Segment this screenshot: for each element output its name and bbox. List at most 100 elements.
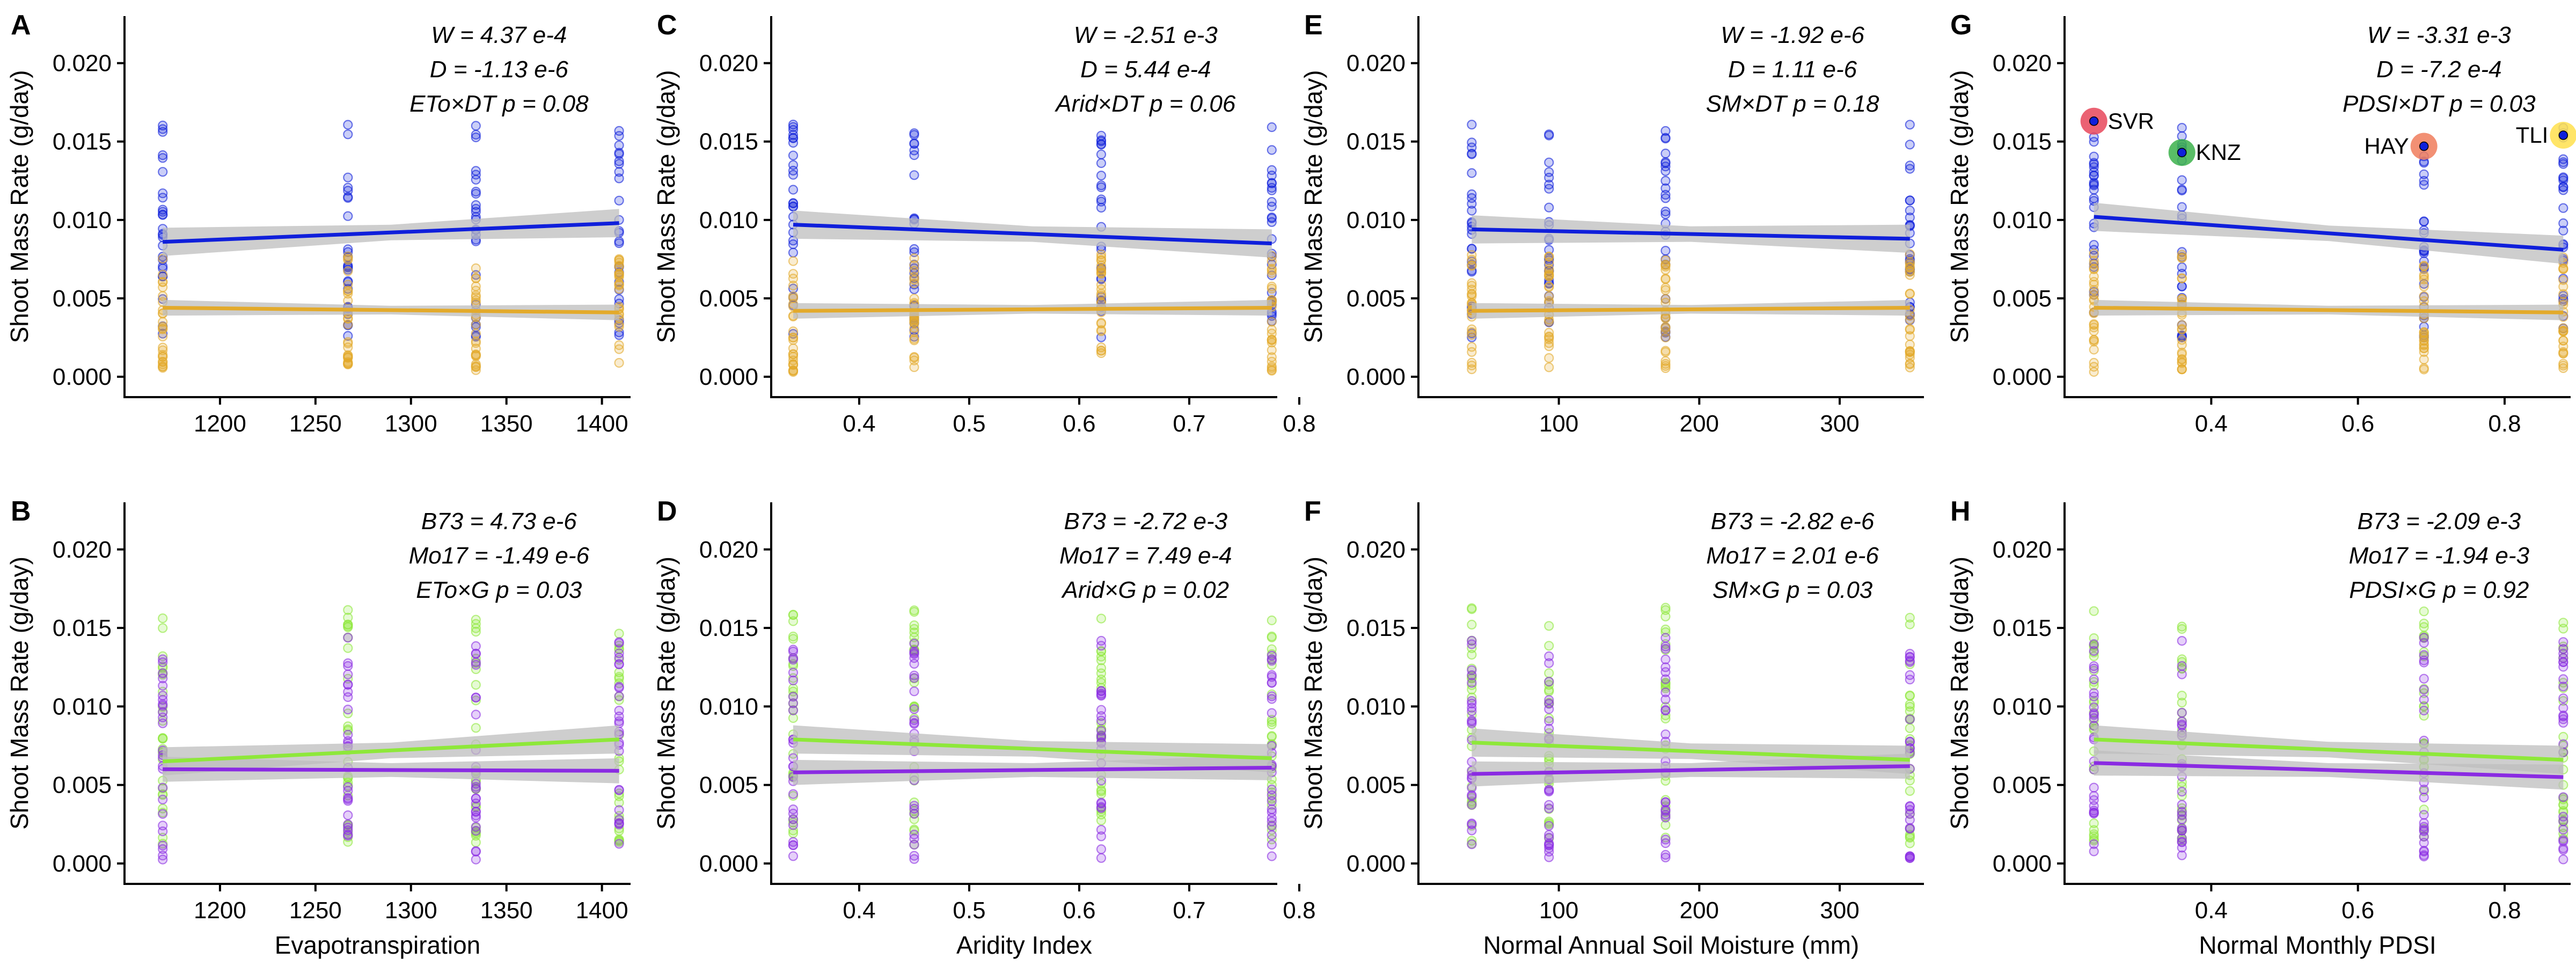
data-point: [1660, 852, 1671, 862]
data-point: [2419, 364, 2429, 375]
data-point: [788, 675, 799, 686]
data-point: [1544, 840, 1554, 851]
data-point: [1544, 362, 1554, 372]
data-point: [471, 362, 481, 372]
fit-line: [163, 305, 619, 314]
data-point: [471, 359, 481, 369]
data-point: [1267, 335, 1277, 345]
data-point: [788, 634, 799, 644]
data-point: [471, 290, 481, 301]
data-point: [788, 256, 799, 266]
data-point: [2177, 185, 2187, 195]
data-point: [614, 195, 624, 206]
y-tick-label: 0.015: [699, 615, 758, 641]
data-point: [2177, 690, 2187, 701]
data-point: [909, 318, 919, 328]
data-point: [158, 782, 168, 793]
stats-annotation-line: Arid×G p = 0.02: [1060, 577, 1229, 603]
data-point: [1096, 139, 1107, 149]
data-point: [1660, 207, 1671, 217]
data-point: [909, 686, 919, 697]
data-point: [1544, 621, 1554, 631]
data-point: [343, 704, 353, 715]
x-tick-label: 0.4: [2195, 411, 2228, 437]
stats-annotation-line: Mo17 = -1.94 e-3: [2349, 543, 2530, 569]
data-point: [471, 328, 481, 339]
data-point: [471, 132, 481, 143]
data-point: [1267, 345, 1277, 355]
data-point: [158, 794, 168, 804]
data-point: [1096, 824, 1107, 835]
data-point: [2558, 696, 2568, 706]
panel-label: E: [1304, 10, 1323, 41]
data-point: [1467, 836, 1477, 846]
data-point: [2419, 633, 2429, 643]
stats-annotation-line: ETo×G p = 0.03: [416, 577, 582, 603]
data-point: [909, 355, 919, 365]
data-point: [2089, 846, 2099, 857]
data-point: [1544, 716, 1554, 726]
panel-g: SVR KNZ HAY TLI 0.000 0.005 0.010 0.015 0.020 0.4…: [1945, 10, 2576, 437]
data-point: [2089, 661, 2099, 671]
data-point: [2419, 272, 2429, 282]
data-point: [2177, 786, 2187, 797]
data-point: [2419, 291, 2429, 301]
fit-line: [2094, 737, 2564, 762]
data-point: [1905, 801, 1915, 811]
data-point: [2419, 274, 2429, 284]
data-point: [788, 352, 799, 362]
data-point: [614, 284, 624, 294]
data-point: [1467, 168, 1477, 178]
data-point: [2177, 707, 2187, 718]
data-point: [614, 268, 624, 279]
data-point: [2558, 693, 2568, 704]
data-point: [158, 124, 168, 134]
data-point: [909, 639, 919, 649]
data-point: [1467, 149, 1477, 159]
data-point: [1660, 358, 1671, 369]
data-point: [471, 263, 481, 273]
data-point: [158, 282, 168, 292]
data-point: [1544, 281, 1554, 291]
data-point: [158, 821, 168, 831]
data-point: [1660, 175, 1671, 186]
y-tick-label: 0.005: [1993, 772, 2052, 799]
stats-annotation-line: W = 4.37 e-4: [431, 22, 567, 48]
fit-line: [163, 767, 619, 773]
fit-line: [793, 305, 1272, 313]
data-point: [1096, 853, 1107, 863]
data-point: [1544, 245, 1554, 255]
data-point: [1660, 158, 1671, 169]
y-tick-label: 0.005: [1346, 772, 1406, 799]
x-axis-title: Aridity Index: [956, 931, 1092, 959]
data-point: [2419, 674, 2429, 684]
panel-label: B: [11, 496, 31, 527]
data-point: [343, 342, 353, 353]
data-point: [2419, 330, 2429, 341]
data-point: [614, 705, 624, 716]
data-point: [1467, 678, 1477, 688]
data-point: [1467, 819, 1477, 830]
data-point: [1905, 164, 1915, 174]
data-point: [1544, 785, 1554, 795]
x-tick-label: 200: [1680, 411, 1719, 437]
data-point: [2558, 326, 2568, 337]
data-point: [1905, 120, 1915, 130]
data-point: [2558, 618, 2568, 628]
data-point: [343, 633, 353, 643]
data-point: [1905, 325, 1915, 335]
data-point: [1660, 687, 1671, 698]
y-tick-label: 0.010: [1346, 207, 1406, 233]
data-point: [2177, 669, 2187, 679]
fit-line: [163, 737, 619, 764]
data-point: [614, 648, 624, 658]
data-point: [614, 819, 624, 830]
data-point: [343, 819, 353, 830]
stats-annotation-line: B73 = 4.73 e-6: [421, 508, 577, 535]
data-point: [158, 167, 168, 177]
data-point: [343, 796, 353, 806]
data-point: [788, 133, 799, 143]
data-point: [2089, 240, 2099, 250]
y-tick-label: 0.010: [699, 207, 758, 233]
data-point: [2177, 281, 2187, 291]
